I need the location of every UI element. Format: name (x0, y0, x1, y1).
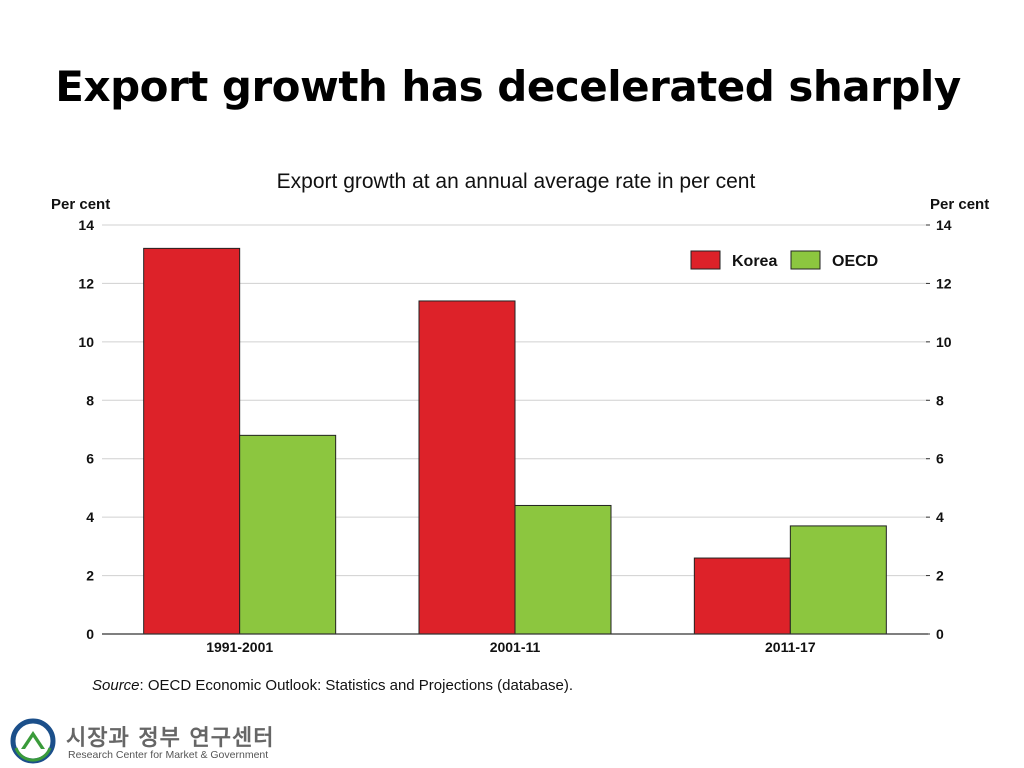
legend-swatch-oecd (790, 250, 821, 270)
x-category-label: 2001-11 (490, 639, 541, 655)
org-emblem-icon (10, 718, 56, 764)
x-category-label: 1991-2001 (206, 639, 273, 655)
bar-oecd-1991-2001 (239, 434, 337, 635)
y-axis-ticks: 0 0 2 2 4 4 6 6 8 8 10 10 12 12 14 14 (78, 217, 951, 642)
legend-swatch-korea (690, 250, 721, 270)
y-tick-label-right: 10 (936, 334, 952, 350)
bar-oecd-2001-11 (514, 504, 612, 635)
y-tick-label-right: 8 (936, 392, 944, 408)
x-category-label: 2011-17 (765, 639, 816, 655)
legend: Korea OECD (690, 250, 878, 270)
y-tick-label-right: 6 (936, 451, 944, 467)
y-axis-unit-left: Per cent (51, 196, 110, 213)
y-tick-label-left: 14 (78, 217, 94, 233)
y-tick-label-left: 8 (86, 392, 94, 408)
y-tick-label-left: 12 (78, 275, 94, 291)
y-tick-label-left: 10 (78, 334, 94, 350)
legend-label-korea: Korea (732, 253, 777, 270)
y-tick-label-right: 0 (936, 626, 944, 642)
y-tick-label-left: 0 (86, 626, 94, 642)
bar-korea-2011-17 (693, 557, 791, 635)
source-text: : OECD Economic Outlook: Statistics and … (139, 677, 574, 694)
chart-title: Export growth at an annual average rate … (277, 170, 756, 193)
bar-korea-1991-2001 (143, 247, 241, 635)
y-tick-label-right: 14 (936, 217, 952, 233)
y-tick-label-left: 4 (86, 509, 94, 525)
slide-title: Export growth has decelerated sharply (55, 62, 961, 111)
org-name-korean: 시장과 정부 연구센터 (66, 726, 275, 751)
y-tick-label-right: 12 (936, 275, 952, 291)
footer-logo: 시장과 정부 연구센터 Research Center for Market &… (10, 718, 310, 766)
bar-korea-2001-11 (418, 300, 516, 635)
x-axis-labels: 1991-2001 2001-11 2011-17 (206, 639, 816, 655)
source-label: Source (92, 677, 140, 694)
org-name-english: Research Center for Market & Government (68, 749, 269, 761)
bar-oecd-2011-17 (789, 525, 887, 635)
bars (143, 247, 887, 635)
y-tick-label-left: 2 (86, 568, 94, 584)
y-axis-unit-right: Per cent (930, 196, 989, 213)
legend-label-oecd: OECD (832, 253, 878, 270)
y-tick-label-right: 4 (936, 509, 944, 525)
y-tick-label-right: 2 (936, 568, 944, 584)
y-tick-label-left: 6 (86, 451, 94, 467)
bar-chart: Export growth at an annual average rate … (51, 170, 989, 655)
source-note: Source: OECD Economic Outlook: Statistic… (92, 677, 573, 694)
